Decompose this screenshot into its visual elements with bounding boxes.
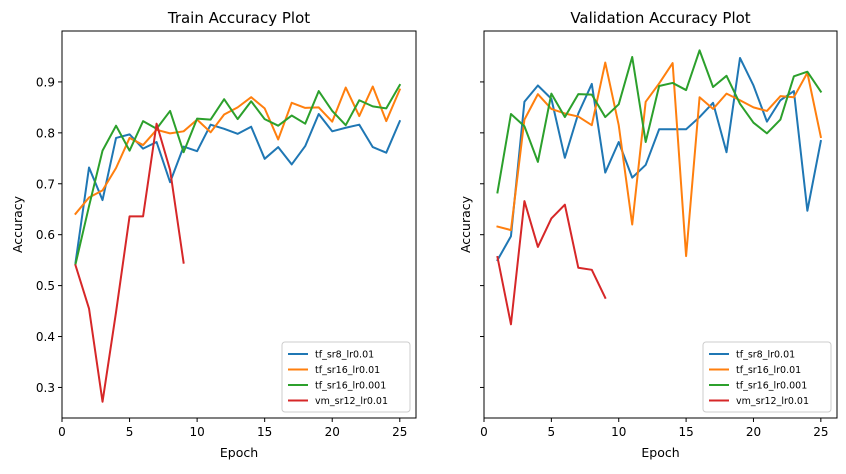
train-y-axis-label: Accuracy [10, 195, 25, 253]
train-y-tick-label: 0.9 [36, 75, 55, 89]
validation-y-axis-label: Accuracy [458, 195, 473, 253]
train-legend-label-vm_sr12_lr0.01: vm_sr12_lr0.01 [315, 396, 388, 407]
validation-x-tick-label: 0 [480, 425, 488, 439]
train-chart-title: Train Accuracy Plot [167, 9, 310, 27]
validation-legend-label-tf_sr16_lr0.001: tf_sr16_lr0.001 [736, 381, 807, 392]
train-x-tick-label: 10 [189, 425, 204, 439]
train-series-line-vm_sr12_lr0.01 [74, 122, 185, 403]
train-y-tick-label: 0.5 [36, 279, 55, 293]
train-x-tick-label: 20 [325, 425, 340, 439]
validation-x-tick-label: 15 [678, 425, 693, 439]
validation-series-line-vm_sr12_lr0.01 [496, 200, 607, 326]
train-legend-box [281, 341, 411, 413]
validation-legend-label-tf_sr16_lr0.01: tf_sr16_lr0.01 [736, 365, 801, 376]
train-x-tick-label: 15 [257, 425, 272, 439]
validation-legend: tf_sr8_lr0.01 tf_sr16_lr0.01 tf_sr16_lr0.0… [702, 341, 832, 413]
validation-x-tick-label: 20 [746, 425, 761, 439]
train-legend-label-tf_sr16_lr0.01: tf_sr16_lr0.01 [315, 365, 380, 376]
validation-legend-box [702, 341, 832, 413]
train-axes-frame [61, 30, 417, 419]
train-y-tick-label: 0.6 [36, 228, 55, 242]
train-accuracy-panel: Train Accuracy Plot 0 5 10 15 20 25 0.3 0.4 0.5 0.… [10, 9, 417, 460]
train-y-tick-label: 0.8 [36, 126, 55, 140]
validation-legend-label-tf_sr8_lr0.01: tf_sr8_lr0.01 [736, 350, 795, 361]
train-legend-label-tf_sr8_lr0.01: tf_sr8_lr0.01 [315, 350, 374, 361]
train-series-line-tf_sr8_lr0.01 [74, 113, 402, 264]
validation-x-axis-label: Epoch [641, 445, 679, 460]
validation-x-tick-label: 25 [813, 425, 828, 439]
validation-x-tick-label: 10 [611, 425, 626, 439]
validation-axes-frame [483, 30, 838, 419]
train-y-tick-label: 0.7 [36, 177, 55, 191]
train-series-line-tf_sr16_lr0.01 [74, 85, 402, 216]
validation-legend-label-vm_sr12_lr0.01: vm_sr12_lr0.01 [736, 396, 809, 407]
train-x-tick-label: 25 [392, 425, 407, 439]
validation-x-tick-label: 5 [548, 425, 556, 439]
validation-chart-title: Validation Accuracy Plot [570, 9, 750, 27]
train-series-line-tf_sr16_lr0.001 [74, 83, 402, 266]
train-y-tick-label: 0.3 [36, 381, 55, 395]
train-legend: tf_sr8_lr0.01 tf_sr16_lr0.01 tf_sr16_lr0.0… [281, 341, 411, 413]
train-x-axis-label: Epoch [220, 445, 258, 460]
train-legend-label-tf_sr16_lr0.001: tf_sr16_lr0.001 [315, 381, 386, 392]
train-y-tick-label: 0.4 [36, 330, 55, 344]
validation-series-line-tf_sr16_lr0.001 [496, 49, 823, 194]
train-x-tick-label: 5 [126, 425, 134, 439]
validation-series-line-tf_sr16_lr0.01 [496, 61, 823, 258]
validation-accuracy-panel: Validation Accuracy Plot 0 5 10 15 20 25 Epoch A… [458, 9, 838, 460]
train-x-tick-label: 0 [58, 425, 66, 439]
